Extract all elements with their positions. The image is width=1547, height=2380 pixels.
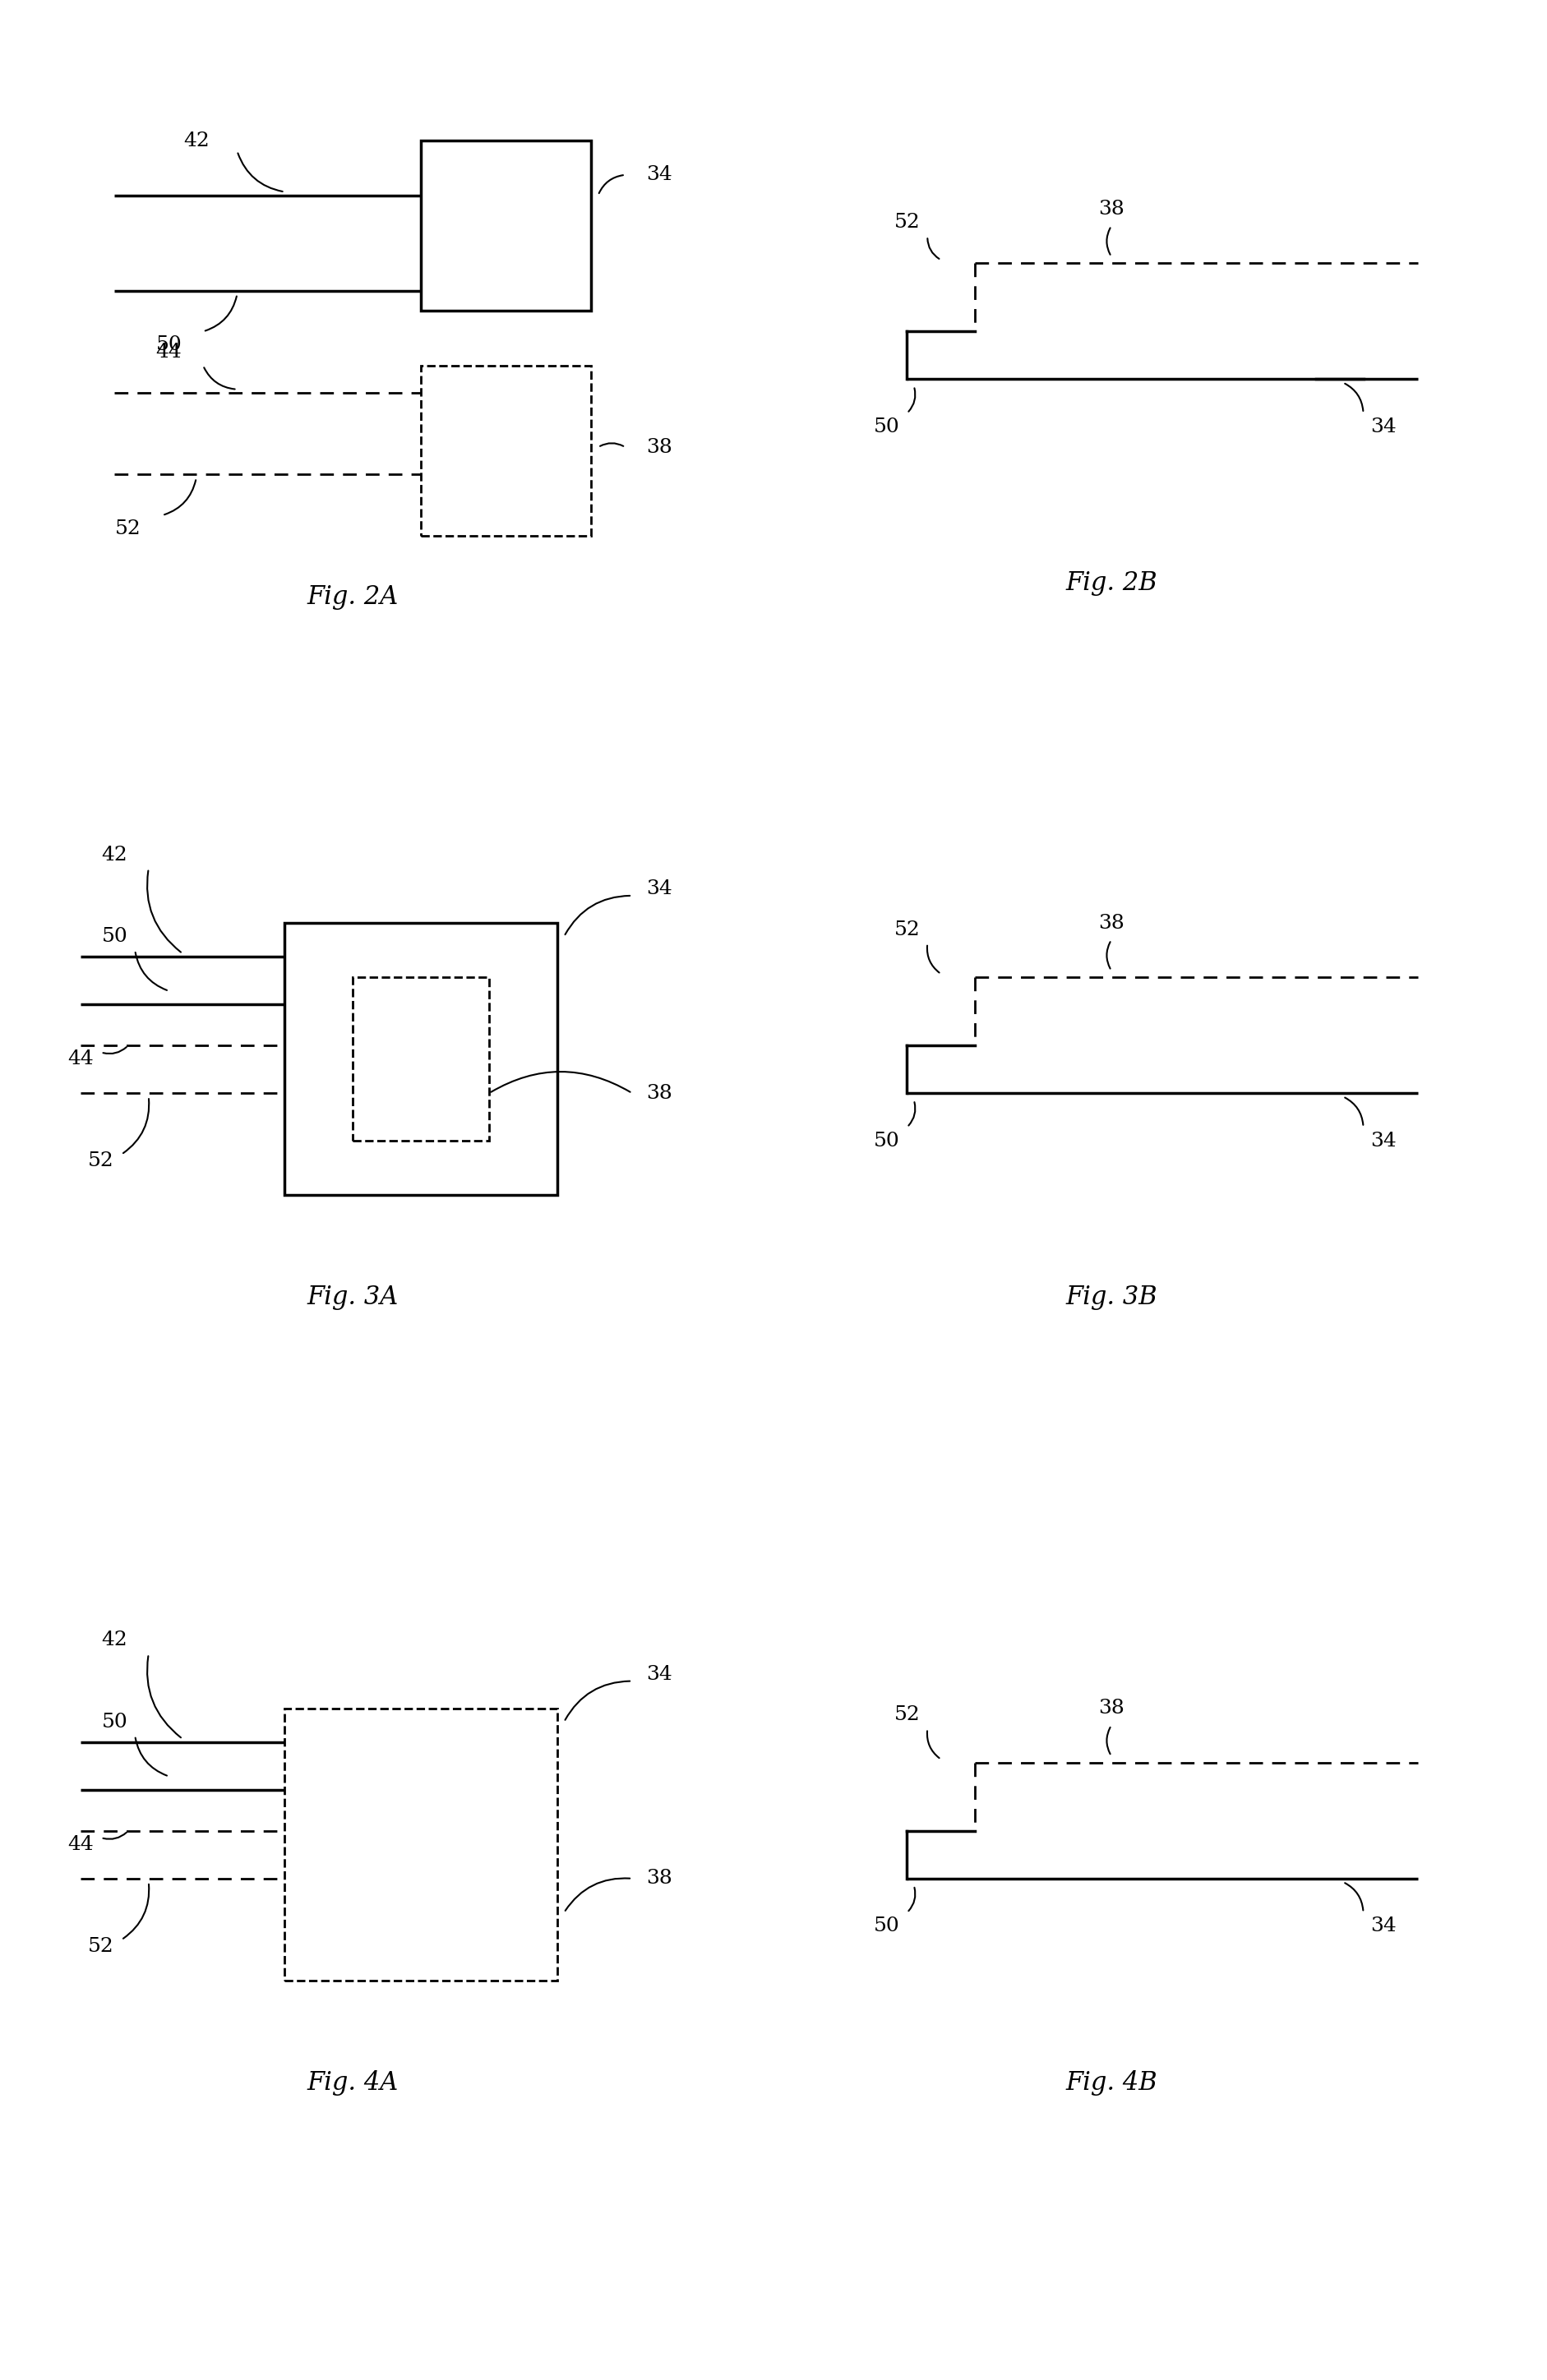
- Text: 38: 38: [1098, 914, 1123, 933]
- Text: 52: 52: [894, 214, 919, 231]
- Text: 34: 34: [1371, 1916, 1395, 1935]
- Bar: [285, 923, 557, 1195]
- Text: 34: 34: [647, 1666, 671, 1683]
- Text: Fig. 4B: Fig. 4B: [1064, 2071, 1157, 2094]
- Text: 50: 50: [873, 1130, 899, 1150]
- Text: 38: 38: [647, 438, 671, 457]
- Text: 52: 52: [114, 519, 141, 538]
- Text: 42: 42: [102, 1630, 127, 1649]
- Text: 50: 50: [873, 1916, 899, 1935]
- Text: 44: 44: [68, 1835, 93, 1854]
- Text: 34: 34: [1371, 416, 1395, 436]
- Text: 52: 52: [894, 921, 919, 940]
- Bar: [285, 1709, 557, 1980]
- Bar: [421, 140, 591, 312]
- Text: Fig. 3A: Fig. 3A: [306, 1285, 399, 1309]
- Text: 38: 38: [1098, 200, 1123, 219]
- Text: Fig. 2B: Fig. 2B: [1064, 571, 1157, 595]
- Text: 52: 52: [88, 1937, 114, 1956]
- Text: 52: 52: [894, 1706, 919, 1726]
- Text: 50: 50: [156, 336, 183, 355]
- Text: 50: 50: [102, 928, 127, 945]
- Bar: [421, 367, 591, 536]
- Text: 38: 38: [647, 1083, 671, 1102]
- Text: Fig. 3B: Fig. 3B: [1064, 1285, 1157, 1309]
- Text: 38: 38: [1098, 1699, 1123, 1718]
- Text: Fig. 2A: Fig. 2A: [306, 585, 399, 609]
- Text: 34: 34: [647, 167, 671, 183]
- Text: 34: 34: [647, 881, 671, 897]
- Text: Fig. 4A: Fig. 4A: [306, 2071, 399, 2094]
- Text: 34: 34: [1371, 1130, 1395, 1150]
- Text: 50: 50: [873, 416, 899, 436]
- Bar: [353, 978, 489, 1140]
- Text: 42: 42: [183, 131, 209, 150]
- Text: 44: 44: [156, 343, 183, 362]
- Text: 38: 38: [647, 1868, 671, 1887]
- Text: 50: 50: [102, 1714, 127, 1730]
- Text: 42: 42: [102, 845, 127, 864]
- Text: 52: 52: [88, 1152, 114, 1171]
- Text: 44: 44: [68, 1050, 93, 1069]
